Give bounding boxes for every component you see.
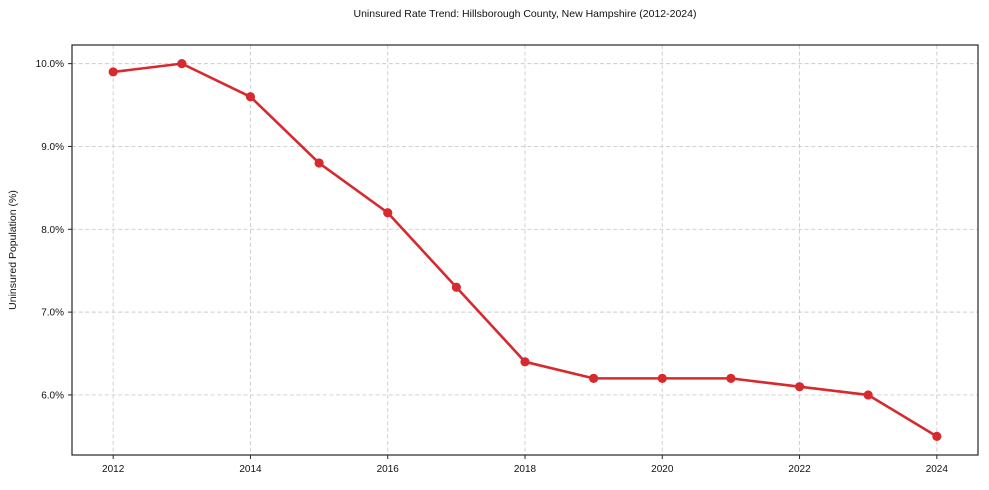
- chart-title: Uninsured Rate Trend: Hillsborough Count…: [353, 8, 697, 20]
- x-tick-label: 2018: [514, 464, 537, 475]
- x-tick-label: 2024: [926, 464, 949, 475]
- data-point-2012: [108, 67, 118, 77]
- data-point-2017: [451, 282, 461, 292]
- data-point-2016: [383, 208, 393, 218]
- data-point-2019: [589, 373, 599, 383]
- data-point-2021: [726, 373, 736, 383]
- y-tick-label: 8.0%: [41, 225, 64, 236]
- data-point-2018: [520, 357, 530, 367]
- x-tick-label: 2020: [651, 464, 674, 475]
- data-point-2024: [932, 431, 942, 441]
- data-point-2023: [863, 390, 873, 400]
- y-tick-label: 6.0%: [41, 390, 64, 401]
- data-point-2013: [177, 59, 187, 69]
- x-tick-label: 2014: [239, 464, 262, 475]
- y-axis-label: Uninsured Population (%): [7, 190, 19, 310]
- x-tick-label: 2012: [102, 464, 125, 475]
- x-tick-label: 2022: [788, 464, 811, 475]
- data-point-2022: [794, 382, 805, 392]
- y-tick-label: 7.0%: [41, 308, 64, 319]
- data-point-2020: [657, 373, 667, 383]
- data-point-2015: [314, 158, 324, 168]
- data-point-2014: [245, 92, 256, 102]
- y-tick-label: 10.0%: [36, 59, 64, 70]
- x-tick-label: 2016: [377, 464, 400, 475]
- y-tick-label: 9.0%: [41, 142, 64, 153]
